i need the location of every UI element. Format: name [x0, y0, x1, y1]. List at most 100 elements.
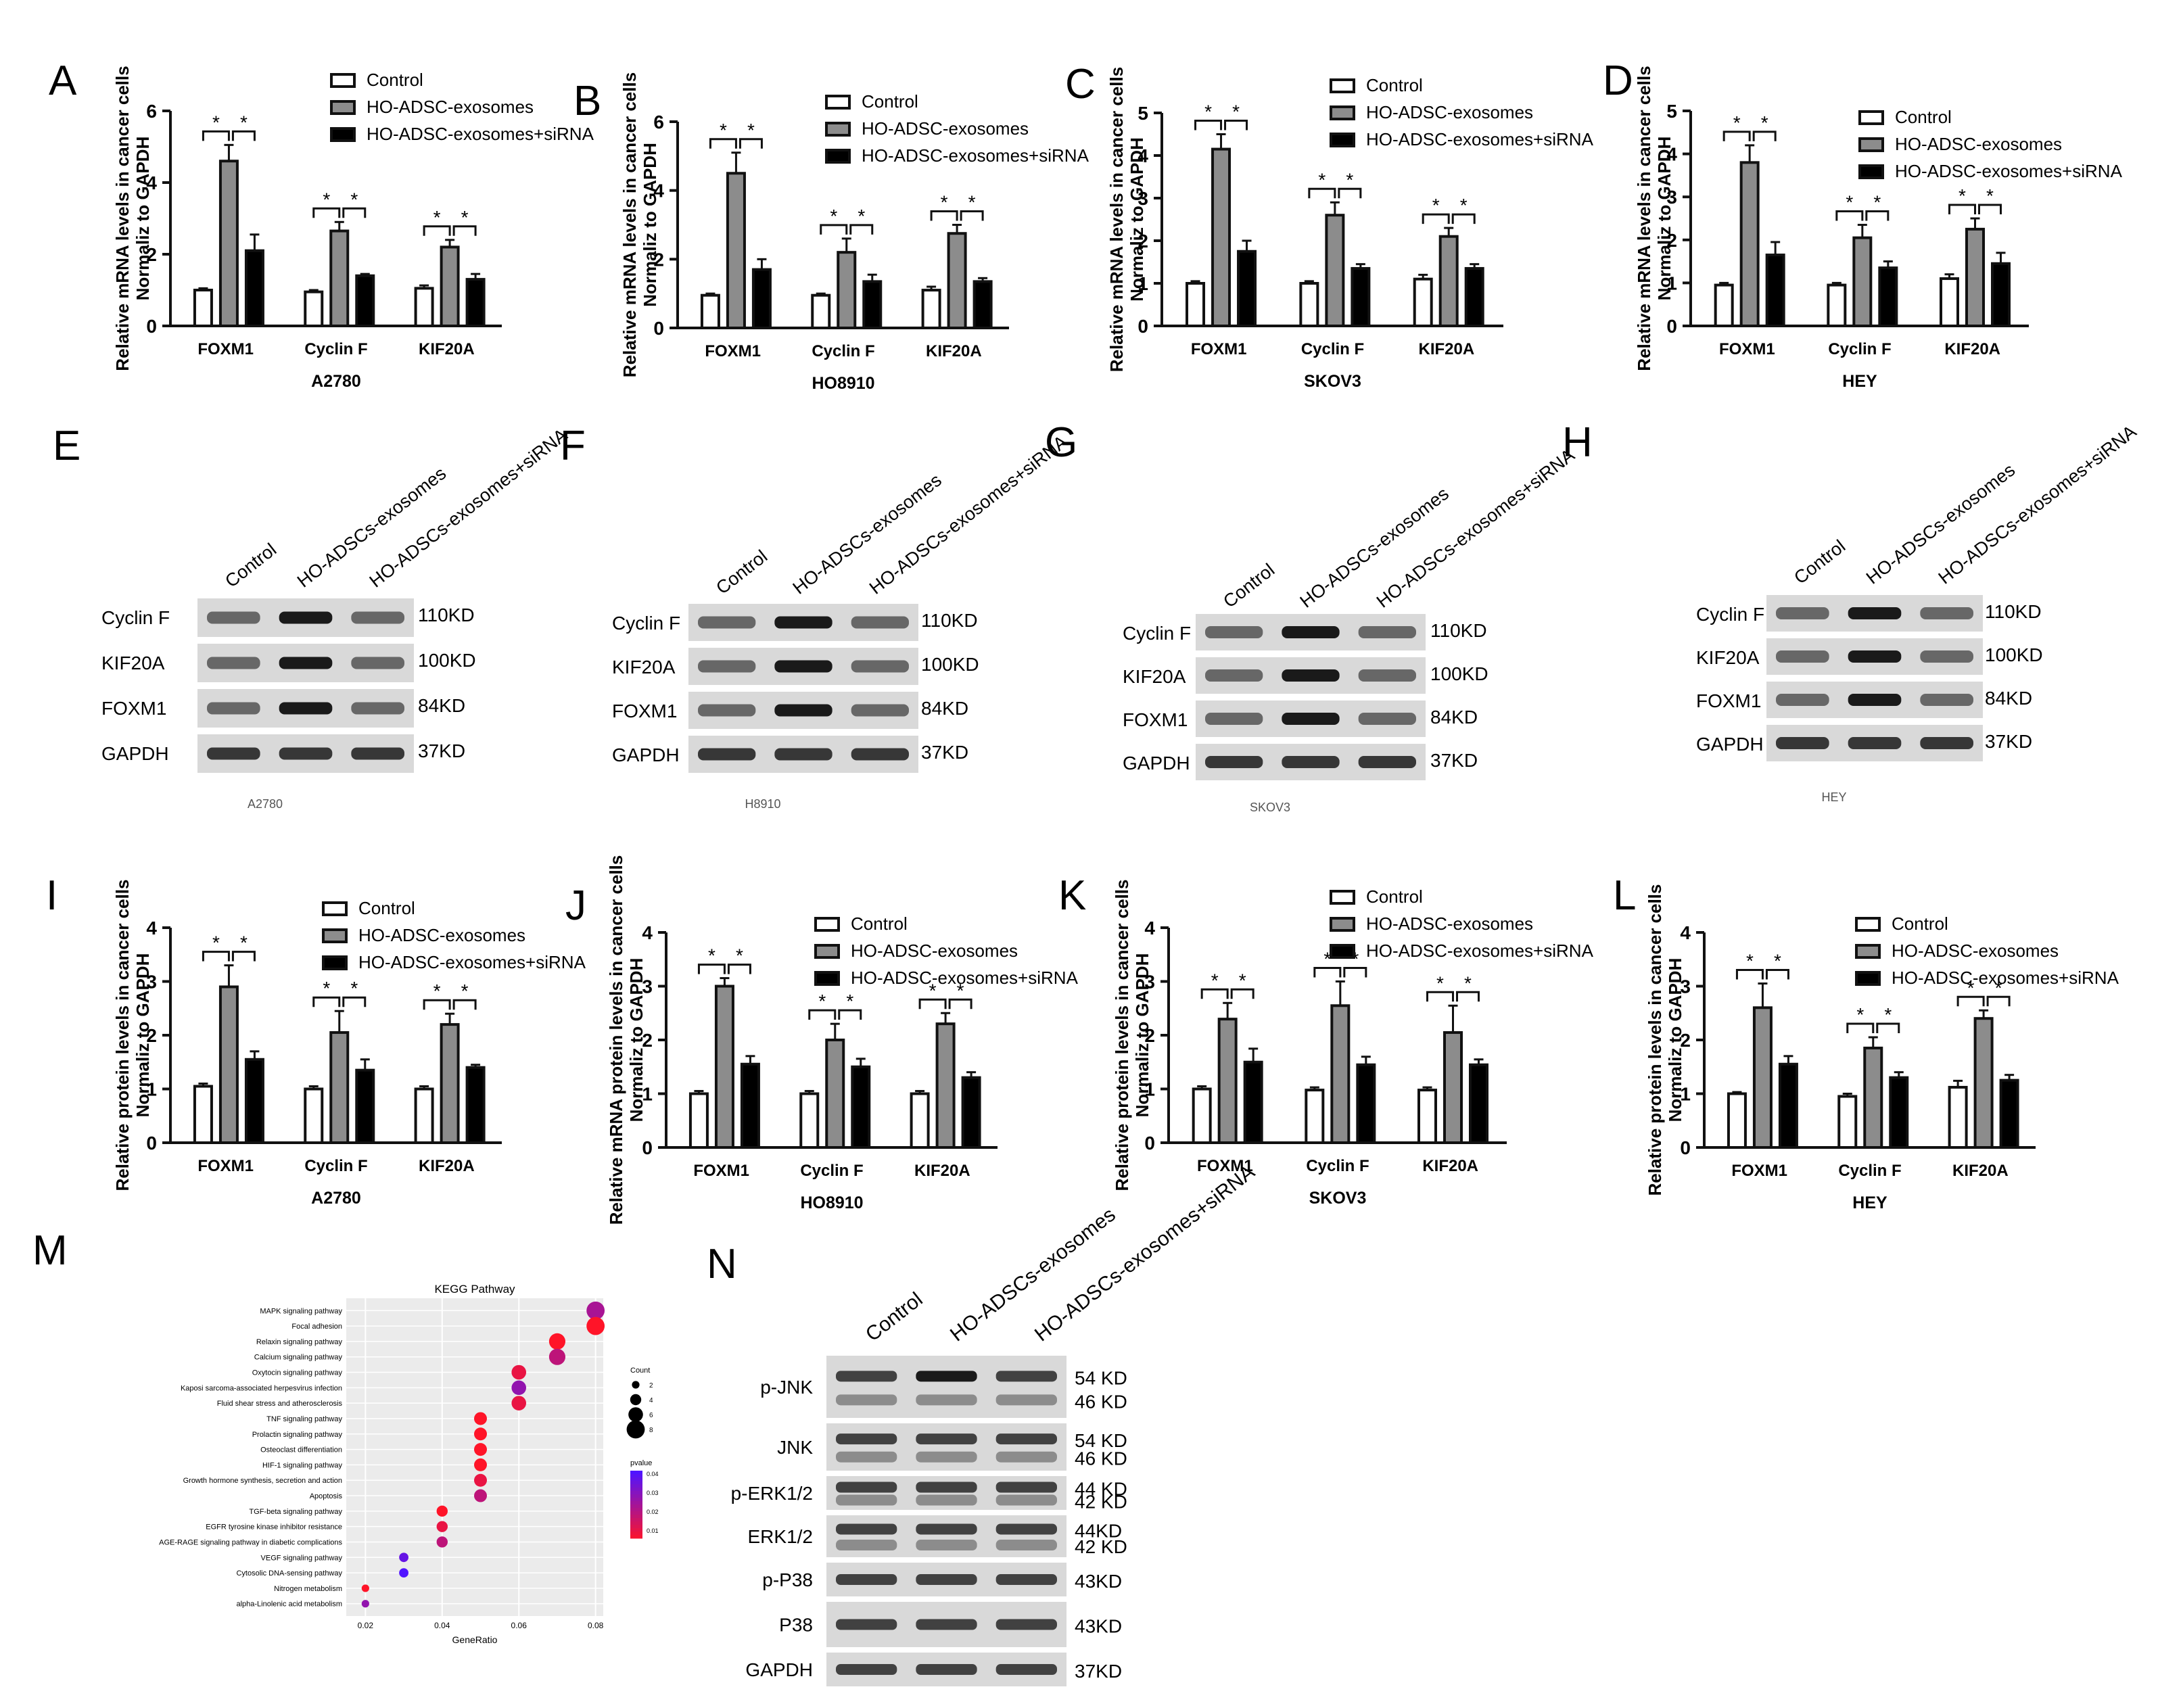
- significance-star: *: [1432, 195, 1440, 216]
- significance-star: *: [1323, 949, 1331, 970]
- blot-band: [995, 1523, 1057, 1535]
- y-tick-label: 2: [642, 1030, 653, 1051]
- y-tick-label: 4: [642, 922, 653, 943]
- significance-bracket: [1752, 131, 1777, 141]
- x-axis-label: A2780: [311, 372, 361, 391]
- significance-star: *: [1460, 195, 1468, 216]
- bar-cyclin-f-2: [1863, 1046, 1883, 1149]
- color-legend-title: pvalue: [630, 1459, 652, 1467]
- blot-band: [836, 1433, 897, 1445]
- bar-kif20a-1: [1417, 1089, 1437, 1144]
- significance-star: *: [433, 207, 441, 228]
- significance-bracket: [1978, 204, 2002, 214]
- size-legend-dot: [630, 1394, 642, 1406]
- legend-swatch: [825, 149, 851, 164]
- legend-swatch: [330, 127, 356, 142]
- blot-band: [916, 1394, 977, 1406]
- blot-band: [774, 616, 832, 629]
- blot-size-label: 100KD: [418, 650, 476, 671]
- x-axis-label: HO8910: [812, 374, 874, 393]
- bar-chart-b: 0 2 4 6 Relative mRNA levels in cancer cells…: [619, 72, 1089, 393]
- color-legend-step: [630, 1471, 642, 1475]
- color-legend-step: [630, 1501, 642, 1505]
- y-tick-label: 0: [146, 316, 157, 337]
- significance-star: *: [929, 980, 937, 1001]
- legend-label: HO-ADSC-exosomes: [358, 925, 525, 945]
- bar-kif20a-3: [1469, 1063, 1488, 1144]
- blot-protein-label: FOXM1: [1123, 709, 1188, 730]
- blot-band: [851, 660, 909, 673]
- significance-bracket: [231, 130, 256, 141]
- legend-swatch: [1855, 917, 1881, 932]
- blot-strip: [826, 1515, 1066, 1557]
- significance-bracket: [1422, 213, 1450, 224]
- blot-band: [279, 611, 333, 624]
- significance-star: *: [747, 120, 755, 141]
- y-tick-label: 0: [1137, 316, 1148, 337]
- pathway-label: Apoptosis: [310, 1492, 343, 1500]
- pathway-dot: [436, 1521, 448, 1532]
- bar-kif20a-2: [947, 232, 967, 330]
- color-legend-label: 0.04: [647, 1471, 659, 1477]
- size-legend-label: 6: [649, 1412, 653, 1419]
- bar-kif20a-2: [1443, 1031, 1463, 1145]
- legend-swatch: [814, 971, 840, 986]
- bar-foxm1-3: [1778, 1062, 1798, 1149]
- blot-band: [1848, 737, 1902, 749]
- bar-foxm1-2: [726, 172, 746, 329]
- pathway-label: VEGF signaling pathway: [261, 1554, 343, 1562]
- blot-band: [995, 1481, 1057, 1493]
- x-tick-label: Cyclin F: [1306, 1157, 1369, 1175]
- significance-bracket: [960, 210, 984, 221]
- significance-star: *: [240, 932, 248, 953]
- pathway-dot: [399, 1552, 408, 1563]
- y-axis-label: Normaliz to GAPDH: [1665, 958, 1685, 1122]
- significance-star: *: [818, 991, 826, 1012]
- size-legend-label: 2: [649, 1382, 653, 1390]
- x-tick-label: FOXM1: [1731, 1162, 1787, 1180]
- significance-star: *: [720, 120, 727, 141]
- pathway-dot: [361, 1584, 369, 1592]
- significance-bracket: [1308, 187, 1336, 199]
- x-axis-label: SKOV3: [1309, 1189, 1367, 1208]
- bar-foxm1-3: [1765, 254, 1785, 327]
- significance-star: *: [323, 978, 330, 999]
- blot-protein-label: Cyclin F: [1123, 623, 1191, 644]
- blot-band: [1282, 756, 1340, 768]
- pathway-label: Fluid shear stress and atherosclerosis: [217, 1400, 343, 1408]
- bar-kif20a-1: [414, 287, 434, 328]
- color-legend-step: [630, 1535, 642, 1539]
- significance-bracket: [838, 1009, 862, 1020]
- y-tick-label: 4: [1144, 918, 1155, 939]
- blot-size-label: 37KD: [1075, 1661, 1122, 1682]
- y-axis-label: Relative protein levels in cancer cells: [112, 879, 133, 1191]
- blot-band: [207, 747, 260, 760]
- blot-band: [836, 1371, 897, 1382]
- significance-bracket: [1835, 210, 1864, 221]
- blot-size-label: 54 KD: [1075, 1430, 1127, 1451]
- significance-star: *: [461, 980, 469, 1001]
- panel-letter-c: C: [1065, 61, 1096, 108]
- blot-size-label: 84KD: [1430, 707, 1478, 728]
- color-legend-step: [630, 1481, 642, 1485]
- x-tick-label: FOXM1: [1719, 340, 1775, 358]
- bar-foxm1-2: [218, 160, 239, 327]
- x-tick-label: KIF20A: [1422, 1157, 1478, 1175]
- significance-bracket: [1986, 995, 2011, 1007]
- bar-kif20a-1: [1413, 277, 1433, 328]
- y-axis-label: Relative mRNA levels in cancer cells: [1634, 66, 1654, 371]
- legend-label: Control: [851, 914, 908, 934]
- blot-band: [836, 1664, 897, 1675]
- blot-protein-label: ERK1/2: [748, 1526, 814, 1547]
- color-legend-step: [630, 1532, 642, 1536]
- blot-lane-label: HO-ADSCs-exosomes: [789, 470, 945, 598]
- blot-band: [836, 1540, 897, 1551]
- bar-cyclin-f-1: [304, 290, 324, 327]
- significance-star: *: [212, 932, 220, 953]
- blot-band: [1776, 694, 1829, 706]
- color-legend-step: [630, 1474, 642, 1478]
- legend-swatch: [322, 955, 348, 970]
- y-tick-label: 3: [146, 972, 157, 993]
- blot-band: [1205, 669, 1263, 682]
- y-tick-label: 0: [653, 318, 664, 339]
